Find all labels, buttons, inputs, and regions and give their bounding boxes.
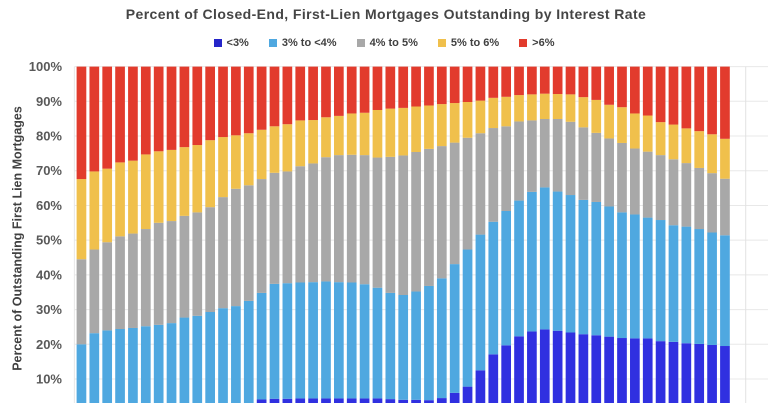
svg-text:50%: 50% (36, 233, 62, 248)
svg-text:90%: 90% (36, 94, 62, 109)
svg-text:70%: 70% (36, 163, 62, 178)
svg-text:40%: 40% (36, 267, 62, 282)
svg-text:30%: 30% (36, 302, 62, 317)
svg-text:60%: 60% (36, 198, 62, 213)
svg-text:80%: 80% (36, 129, 62, 144)
svg-text:20%: 20% (36, 337, 62, 352)
svg-text:100%: 100% (29, 59, 63, 74)
svg-text:Percent of Outstanding First L: Percent of Outstanding First Lien Mortga… (11, 106, 25, 371)
svg-text:10%: 10% (36, 371, 62, 386)
